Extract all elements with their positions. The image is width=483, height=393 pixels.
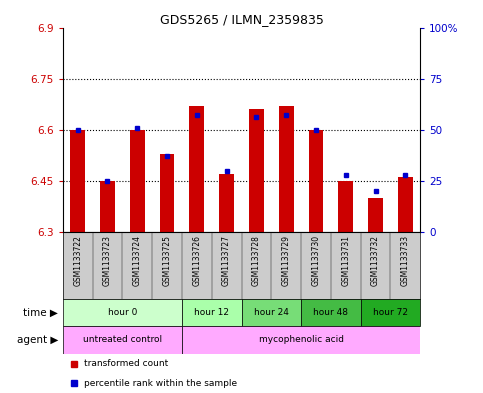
Text: percentile rank within the sample: percentile rank within the sample [84,379,237,387]
Bar [100,181,115,232]
Bar [189,106,204,232]
Bar [182,326,420,354]
Text: GSM1133726: GSM1133726 [192,235,201,286]
Text: hour 0: hour 0 [108,308,137,317]
Text: transformed count: transformed count [84,359,169,368]
Text: GSM1133730: GSM1133730 [312,235,320,286]
Text: hour 72: hour 72 [373,308,408,317]
Bar [309,130,324,232]
Text: GSM1133729: GSM1133729 [282,235,291,286]
Bar [368,198,383,232]
Text: GSM1133723: GSM1133723 [103,235,112,286]
Text: GSM1133722: GSM1133722 [73,235,82,286]
Bar [361,299,420,326]
Text: untreated control: untreated control [83,336,162,344]
Bar [182,299,242,326]
Text: GSM1133733: GSM1133733 [401,235,410,286]
Bar [130,130,145,232]
Bar [249,109,264,232]
Bar [398,177,413,232]
Bar [70,130,85,232]
Text: GSM1133728: GSM1133728 [252,235,261,286]
Bar [242,299,301,326]
Text: hour 12: hour 12 [194,308,229,317]
Text: hour 24: hour 24 [254,308,289,317]
Bar [301,299,361,326]
Bar [63,326,182,354]
Bar [159,154,174,232]
Text: mycophenolic acid: mycophenolic acid [258,336,343,344]
Text: agent ▶: agent ▶ [16,335,58,345]
Text: hour 48: hour 48 [313,308,348,317]
Bar [63,299,182,326]
Bar [279,106,294,232]
Title: GDS5265 / ILMN_2359835: GDS5265 / ILMN_2359835 [159,13,324,26]
Text: time ▶: time ▶ [23,307,58,318]
Bar [338,181,353,232]
Text: GSM1133731: GSM1133731 [341,235,350,286]
Text: GSM1133724: GSM1133724 [133,235,142,286]
Text: GSM1133727: GSM1133727 [222,235,231,286]
Text: GSM1133732: GSM1133732 [371,235,380,286]
Bar [219,174,234,232]
Text: GSM1133725: GSM1133725 [163,235,171,286]
